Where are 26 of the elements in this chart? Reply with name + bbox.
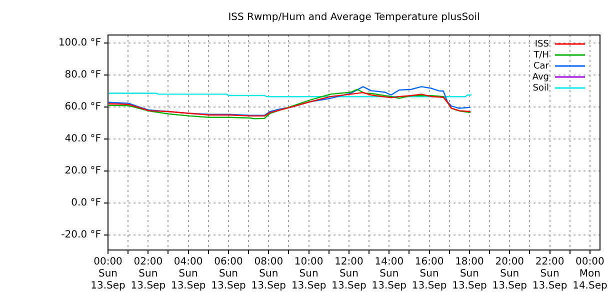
x-tick-label: 10:00 Sun 13.Sep — [291, 256, 326, 292]
y-tick-label: 0.0 °F — [71, 198, 102, 209]
x-tick-label: 02:00 Sun 13.Sep — [130, 256, 166, 292]
x-tick-label: 12:00 Sun 13.Sep — [332, 256, 366, 292]
legend-label: T/H — [532, 50, 549, 60]
x-tick-label: 20:00 Sun 13.Sep — [492, 256, 528, 292]
x-tick-label: 04:00 Sun 13.Sep — [170, 256, 206, 292]
x-tick-label: 22:00 Sun 13.Sep — [532, 256, 568, 292]
legend-label: ISS — [534, 39, 550, 50]
y-tick-label: -20.0 °F — [61, 230, 102, 241]
x-tick-label: 00:00 Mon 14.Sep — [572, 256, 608, 292]
legend-label: Avg — [532, 72, 549, 82]
x-tick-label: 14:00 Sun 13.Sep — [372, 256, 407, 292]
y-tick-label: 60.0 °F — [64, 102, 102, 113]
x-tick-label: 00:00 Sun 13.Sep — [90, 256, 126, 292]
x-tick-label: 06:00 Sun 13.Sep — [211, 256, 246, 292]
x-tick-label: 16:00 Sun 13.Sep — [412, 256, 447, 292]
y-tick-label: 40.0 °F — [64, 134, 102, 145]
y-tick-label: 20.0 °F — [64, 166, 102, 177]
x-tick-label: 18:00 Sun 13.Sep — [452, 256, 487, 292]
legend-label: Soil — [532, 83, 549, 94]
y-tick-label: 80.0 °F — [64, 70, 102, 81]
chart-title: ISS Rwmp/Hum and Average Temperature plusSoil — [228, 12, 480, 23]
legend-label: Car — [534, 61, 550, 72]
y-tick-label: 100.0 °F — [58, 38, 102, 49]
x-tick-label: 08:00 Sun 13.Sep — [251, 256, 286, 292]
